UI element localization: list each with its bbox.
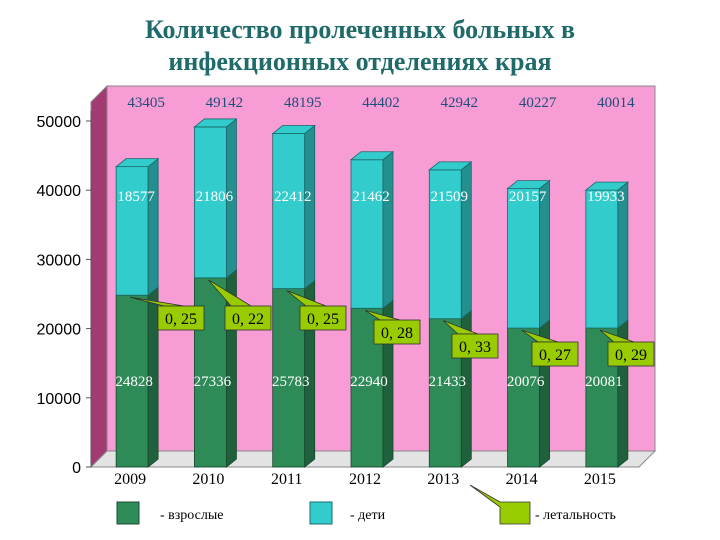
x-tick-label: 2010 — [192, 471, 224, 488]
legend-swatch-adults — [116, 501, 140, 525]
total-label: 43405 — [127, 95, 165, 111]
adults-label: 24828 — [115, 374, 153, 390]
legend-swatch-children — [309, 501, 333, 525]
lethality-box — [224, 305, 272, 331]
total-label: 48195 — [284, 95, 322, 111]
lethality-box — [607, 341, 655, 367]
x-tick-label: 2011 — [271, 471, 302, 488]
y-tick-label: 0 — [72, 460, 81, 477]
bar-children-front — [350, 159, 384, 309]
data-labels: 43405 49142 48195 44402 42942 40227 40014 18577… — [115, 95, 635, 390]
y-tick-label: 20000 — [37, 322, 82, 339]
bar-children-side — [304, 124, 316, 290]
lethality-label: 0, 25 — [165, 311, 197, 328]
bar-children-side — [147, 157, 159, 297]
children-label: 21462 — [352, 189, 390, 205]
bar-top — [193, 118, 238, 128]
bar-children-front — [428, 169, 462, 320]
bar-adults-front — [115, 294, 149, 468]
bar-top — [115, 158, 160, 168]
bar-children-front — [194, 126, 227, 279]
lethality-label: 0, 33 — [459, 339, 491, 356]
lethality-label: 0, 27 — [539, 347, 571, 364]
chart-title-line-2: инфекционных отделениях края — [168, 47, 552, 76]
chart-title: Количество пролеченных больных в инфекци… — [0, 14, 720, 78]
lethality-box — [373, 319, 421, 345]
bar-adults-front — [272, 288, 306, 468]
lethality-box — [157, 305, 205, 331]
adults-label: 20076 — [507, 374, 545, 390]
total-label: 49142 — [206, 95, 244, 111]
x-axis-labels: 2009 2010 2011 2012 2013 2014 2015 — [114, 471, 616, 488]
children-label: 19933 — [587, 189, 625, 205]
children-label: 22412 — [274, 189, 312, 205]
x-tick-label: 2012 — [349, 471, 381, 488]
children-label: 18577 — [117, 189, 155, 205]
lethality-label: 0, 29 — [615, 347, 647, 364]
bar-children-front — [272, 133, 306, 289]
y-tick-label: 40000 — [37, 183, 82, 200]
children-label: 21509 — [431, 189, 469, 205]
legend-label-lethality: - летальность — [535, 508, 616, 523]
lethality-label: 0, 22 — [232, 311, 264, 328]
total-label: 40014 — [597, 95, 635, 111]
lethality-callouts: 0, 25 0, 22 0, 25 0, 28 0, 33 0, 27 0, 29 — [130, 279, 655, 367]
bar-top — [506, 180, 551, 189]
y-tick-label: 50000 — [37, 114, 82, 131]
legend-swatch-lethality — [469, 484, 531, 525]
children-label: 21806 — [196, 189, 234, 205]
lethality-label: 0, 25 — [307, 311, 339, 328]
bar-children-side — [382, 150, 394, 310]
children-label: 20157 — [509, 189, 547, 205]
legend: - взрослые - дети - летальность — [116, 484, 616, 525]
x-tick-label: 2014 — [506, 471, 538, 488]
lethality-label: 0, 28 — [381, 325, 413, 342]
y-tick-label: 30000 — [37, 252, 82, 269]
bars — [115, 118, 629, 468]
bar-children-front — [115, 166, 149, 296]
legend-label-children: - дети — [350, 508, 386, 523]
chart-title-line-1: Количество пролеченных больных в — [145, 15, 575, 44]
lethality-box — [451, 333, 499, 359]
x-tick-label: 2015 — [584, 471, 616, 488]
total-label: 44402 — [362, 95, 400, 111]
total-label: 40227 — [519, 95, 557, 111]
y-axis: 0 10000 20000 30000 40000 50000 — [37, 111, 92, 477]
adults-label: 20081 — [585, 374, 623, 390]
bar-top — [271, 125, 316, 134]
bar-children-front — [507, 188, 540, 329]
lethality-box — [299, 305, 347, 331]
total-label: 42942 — [441, 95, 479, 111]
bar-top — [349, 151, 395, 161]
adults-label: 27336 — [194, 374, 232, 390]
bar-children-side — [460, 161, 472, 320]
legend-label-adults: - взрослые — [160, 508, 223, 523]
bar-top — [584, 181, 629, 191]
adults-label: 22940 — [350, 374, 388, 390]
y-tick-label: 10000 — [37, 391, 82, 408]
x-tick-label: 2013 — [427, 471, 459, 488]
bar-top — [428, 161, 473, 171]
bar-children-front — [585, 189, 619, 329]
adults-label: 21433 — [429, 374, 467, 390]
adults-label: 25783 — [272, 374, 310, 390]
x-tick-label: 2009 — [114, 471, 146, 488]
plot-side-wall — [90, 84, 108, 469]
lethality-box — [531, 341, 579, 367]
